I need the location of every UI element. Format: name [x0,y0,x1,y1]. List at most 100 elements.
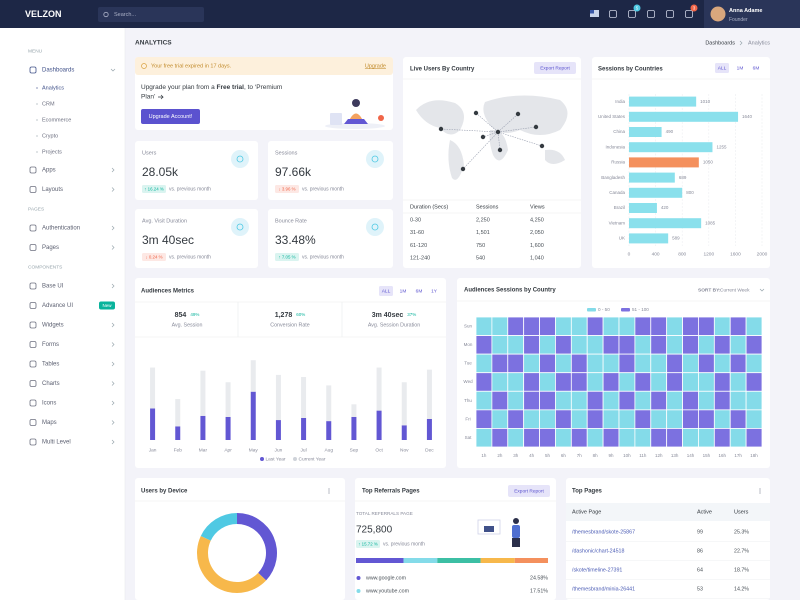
x-tick-label: 16h [719,453,727,458]
breadcrumb[interactable]: Dashboards [705,40,735,46]
button-label[interactable]: Export Report [540,66,570,72]
filter-button[interactable]: 1Y [431,289,438,295]
filter-button[interactable]: 6M [416,289,423,295]
badge [690,4,698,12]
map-land [448,140,464,180]
search-input[interactable]: Search... [114,12,136,18]
sidebar-subitem[interactable]: Crypto [42,133,58,139]
x-tick-label: 13h [671,453,679,458]
heatmap-cell [618,390,636,411]
user-name[interactable]: Anna Adame [729,8,762,14]
progress-segment [403,558,438,563]
bar-label: 689 [679,175,687,180]
page-link[interactable]: /themesbrand/minia-26441 [572,586,635,592]
heatmap-cell [618,335,636,355]
bar-label: 800 [686,190,694,195]
sidebar-item[interactable]: Icons [42,401,56,407]
heatmap-cell [713,409,731,429]
x-tick-label: 3h [513,453,519,458]
table-cell: 2,250 [476,217,490,223]
filter-button[interactable]: ALL [382,289,391,295]
heatmap-cell [634,335,652,355]
heatmap-cell [650,335,668,355]
y-tick-label: Vietnam [609,220,626,225]
sidebar-subitem[interactable]: Projects [42,149,62,155]
filter-button[interactable]: 6M [753,66,760,72]
sidebar-item[interactable]: Tables [42,362,59,368]
sidebar-item[interactable]: Dashboards [42,68,74,74]
heatmap-cell [586,372,604,392]
y-tick-label: Sun [464,323,473,328]
bar [629,203,657,213]
heatmap-cell [475,372,493,392]
sidebar-item[interactable]: Pages [42,245,59,251]
summary-value: 3m 40sec 37% [372,312,417,319]
sidebar-icon [29,341,37,348]
heatmap-cell [507,390,525,411]
sidebar-item[interactable]: Layouts [42,187,63,193]
filter-button[interactable]: 1M [737,66,744,72]
sidebar-icon [29,419,37,426]
bar [225,382,231,417]
sidebar-item[interactable]: Base UI [42,284,64,290]
illustration [513,518,519,524]
heatmap-cell [602,353,620,374]
source-name: www.youtube.com [366,588,410,594]
map-land [483,95,568,135]
alert-link[interactable]: Upgrade [365,63,386,69]
sidebar-item[interactable]: Widgets [42,323,64,329]
bar [275,374,281,421]
sidebar-item[interactable]: Authentication [42,226,80,232]
sidebar-subitem[interactable]: Analytics [42,85,64,91]
y-tick-label: Mon [464,342,473,347]
sidebar-icon [29,166,37,174]
y-tick-label: Russia [611,160,625,165]
flag-canton [590,10,594,14]
sidebar-subitem[interactable]: Ecommerce [42,117,71,123]
heatmap-cell [745,335,763,355]
sidebar-subitem[interactable]: CRM [42,101,55,107]
card [135,478,345,600]
y-tick-label: Bangladesh [601,175,625,180]
heatmap-cell [491,335,509,355]
card [135,278,446,468]
card-title: Sessions by Countries [598,67,663,73]
sidebar-item[interactable]: Forms [42,342,59,348]
sidebar-item[interactable]: Advance UI [42,303,73,309]
page-link[interactable]: /dashonic/chart-24518 [572,548,624,554]
sidebar-item[interactable]: Maps [42,420,57,426]
summary-number: 1,278 [275,312,293,319]
heatmap-cell [745,353,763,374]
y-tick-label: United States [598,114,626,119]
heatmap-cell [555,428,572,448]
filter-button[interactable]: ALL [718,66,727,72]
bar [301,377,307,418]
heatmap-cell [682,428,699,448]
button-label[interactable]: Upgrade Account! [149,114,193,120]
page-link[interactable]: /themesbrand/skote-25867 [572,529,635,535]
sort-value[interactable]: Current Week [720,287,750,293]
heatmap-cell [491,390,509,411]
sidebar-icon [29,302,37,309]
chevron [739,40,743,46]
chevron [111,245,115,250]
button-label[interactable]: Export Report [514,489,544,495]
x-tick-label: 15h [703,453,711,458]
sidebar-item[interactable]: Apps [42,168,56,174]
heatmap-cell [729,428,747,448]
x-tick-label: Nov [400,447,409,453]
heatmap-cell [602,409,620,429]
bar-label: 490 [666,129,674,134]
stat-icon [231,150,249,168]
x-tick-label: Aug [324,447,333,453]
upgrade-text-part: Upgrade your plan from a [141,84,217,91]
sidebar-item[interactable]: Multi Level [42,440,71,446]
illustration [378,115,384,121]
filter-button[interactable]: 1M [400,289,407,295]
bar [250,360,256,392]
page-link[interactable]: /skote/timeline-27391 [572,567,622,573]
heatmap-cell [745,316,763,336]
heatmap-cell [729,372,747,392]
sidebar-item[interactable]: Charts [42,381,60,387]
table-header: Duration (Secs) [410,204,448,210]
